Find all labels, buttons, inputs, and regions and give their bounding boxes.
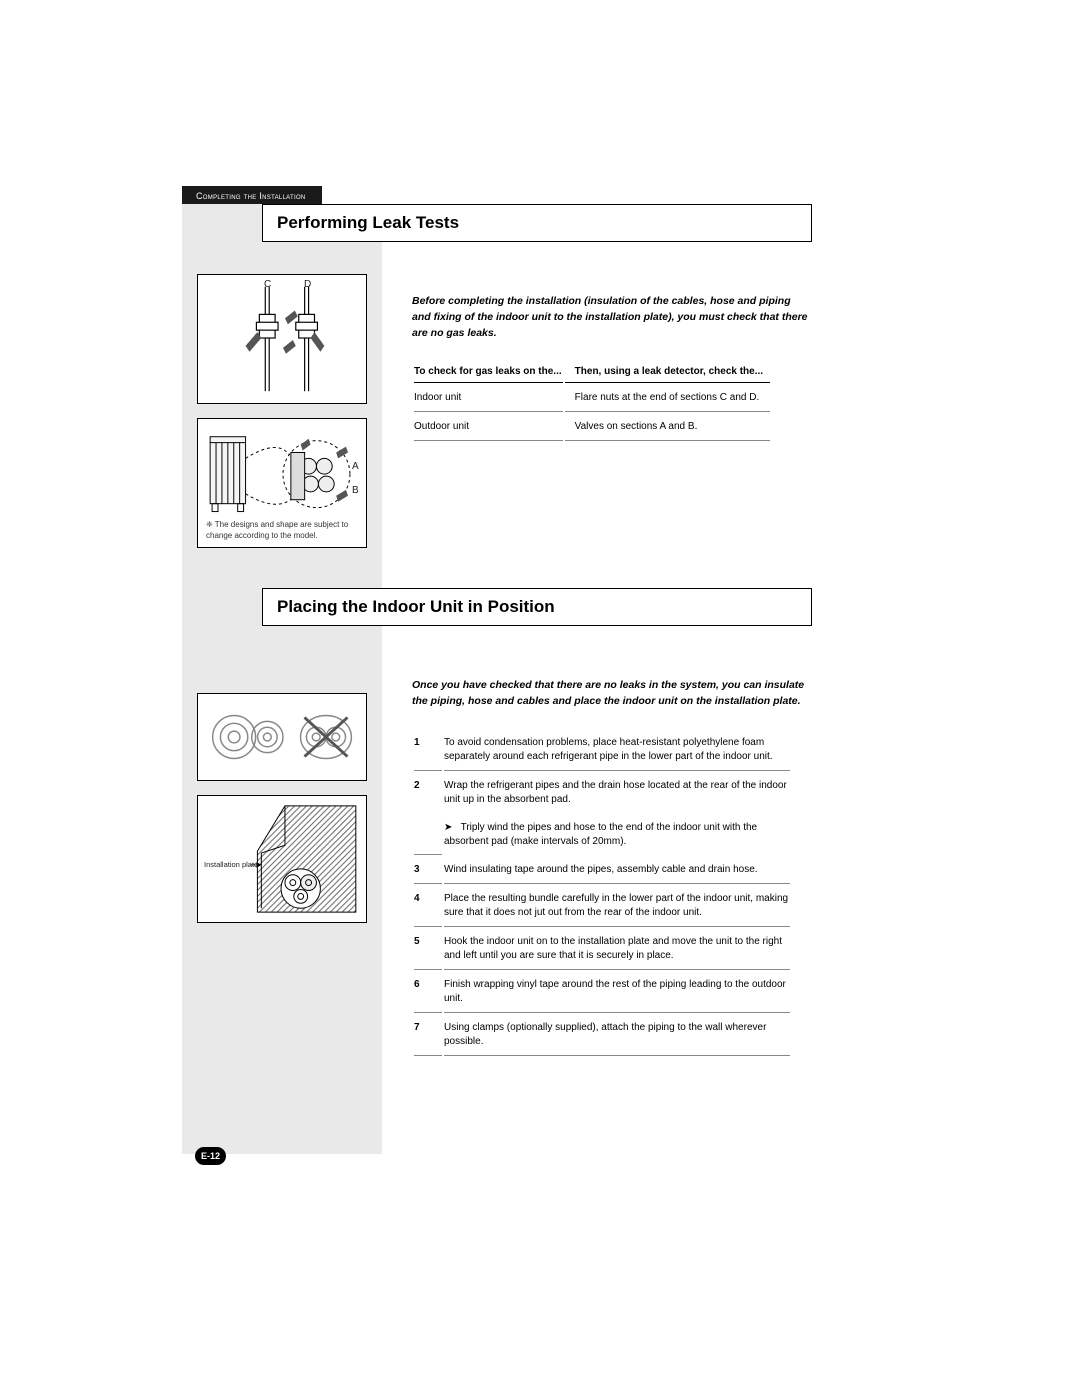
step-row: 7 Using clamps (optionally supplied), at… (414, 1015, 790, 1056)
table-row: Outdoor unit Valves on sections A and B. (414, 414, 770, 441)
section-title-leak: Performing Leak Tests (262, 204, 812, 242)
leak-intro: Before completing the installation (insu… (382, 294, 812, 341)
label-b: B (352, 485, 359, 496)
steps-table: 1 To avoid condensation problems, place … (412, 728, 792, 1058)
figure-leak-outdoor: A B ❈ The designs and shape are subject … (197, 418, 367, 548)
label-d: D (304, 279, 311, 290)
step-sub-text: Triply wind the pipes and hose to the en… (444, 822, 757, 847)
step-sub-row: ➤ Triply wind the pipes and hose to the … (414, 815, 790, 855)
section-tab: Completing the Installation (182, 186, 322, 206)
figure-caption: ❈ The designs and shape are subject to c… (198, 520, 366, 547)
table-row: Indoor unit Flare nuts at the end of sec… (414, 385, 770, 412)
leak-table: To check for gas leaks on the... Then, u… (412, 359, 772, 443)
label-installation-plate: Installation plate (204, 860, 258, 869)
arrow-icon: ➤ (444, 821, 458, 835)
step-row: 3 Wind insulating tape around the pipes,… (414, 857, 790, 884)
leak-col1-header: To check for gas leaks on the... (414, 361, 563, 383)
content-column: Performing Leak Tests Before completing … (382, 204, 812, 1058)
sidebar-column: C D (182, 204, 382, 1154)
label-a: A (352, 461, 359, 472)
section-title-placing: Placing the Indoor Unit in Position (262, 588, 812, 626)
leak-col2-header: Then, using a leak detector, check the..… (565, 361, 770, 383)
page-number-badge: E-12 (195, 1147, 226, 1165)
step-row: 1 To avoid condensation problems, place … (414, 730, 790, 771)
manual-page: Completing the Installation (0, 0, 1080, 1397)
figure-leak-indoor: C D (197, 274, 367, 404)
step-row: 2 Wrap the refrigerant pipes and the dra… (414, 773, 790, 813)
label-c: C (264, 279, 271, 290)
step-row: 6 Finish wrapping vinyl tape around the … (414, 972, 790, 1013)
figure-installation-plate: Installation plate (197, 795, 367, 923)
step-row: 4 Place the resulting bundle carefully i… (414, 886, 790, 927)
figure-insulation-correct (197, 693, 367, 781)
placing-intro: Once you have checked that there are no … (382, 678, 812, 710)
step-row: 5 Hook the indoor unit on to the install… (414, 929, 790, 970)
